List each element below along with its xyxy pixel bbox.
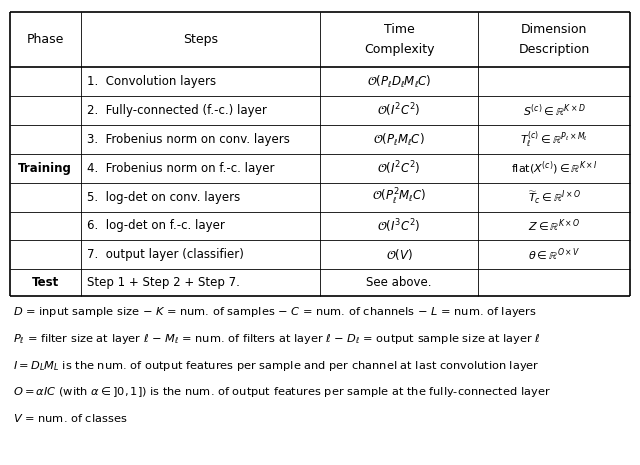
Text: $\mathcal{O}(P_\ell M_\ell C)$: $\mathcal{O}(P_\ell M_\ell C)$ xyxy=(373,132,425,147)
Text: $\mathcal{O}(P_\ell D_\ell M_\ell C)$: $\mathcal{O}(P_\ell D_\ell M_\ell C)$ xyxy=(367,74,431,90)
Text: $\mathcal{O}(V)$: $\mathcal{O}(V)$ xyxy=(386,247,413,262)
Text: Phase: Phase xyxy=(27,33,64,46)
Text: 3.  Frobenius norm on conv. layers: 3. Frobenius norm on conv. layers xyxy=(88,133,291,146)
Text: 6.  log-det on f.-c. layer: 6. log-det on f.-c. layer xyxy=(88,219,225,232)
Text: 1.  Convolution layers: 1. Convolution layers xyxy=(88,75,216,88)
Text: $T_\ell^{(c)} \in \mathbb{R}^{P_\ell \times M_\ell}$: $T_\ell^{(c)} \in \mathbb{R}^{P_\ell \ti… xyxy=(520,129,588,150)
Text: $Z \in \mathbb{R}^{K \times O}$: $Z \in \mathbb{R}^{K \times O}$ xyxy=(528,218,580,234)
Text: 7.  output layer (classifier): 7. output layer (classifier) xyxy=(88,248,244,261)
Text: $S^{(c)} \in \mathbb{R}^{K \times D}$: $S^{(c)} \in \mathbb{R}^{K \times D}$ xyxy=(523,102,586,119)
Text: $\mathcal{O}(I^2C^2)$: $\mathcal{O}(I^2C^2)$ xyxy=(378,159,421,177)
Text: Step 1 + Step 2 + Step 7.: Step 1 + Step 2 + Step 7. xyxy=(88,276,240,289)
Text: Complexity: Complexity xyxy=(364,43,435,56)
Text: 4.  Frobenius norm on f.-c. layer: 4. Frobenius norm on f.-c. layer xyxy=(88,162,275,175)
Text: See above.: See above. xyxy=(367,276,432,289)
Text: Dimension: Dimension xyxy=(521,23,588,36)
Text: Time: Time xyxy=(384,23,415,36)
Text: $I = D_L M_L$ is the num. of output features per sample and per channel at last : $I = D_L M_L$ is the num. of output feat… xyxy=(13,359,540,372)
Text: $\mathcal{O}(I^3C^2)$: $\mathcal{O}(I^3C^2)$ xyxy=(378,217,421,235)
Text: 5.  log-det on conv. layers: 5. log-det on conv. layers xyxy=(88,191,241,204)
Text: $D$ = input sample size $-$ $K$ = num. of samples $-$ $C$ = num. of channels $-$: $D$ = input sample size $-$ $K$ = num. o… xyxy=(13,305,536,319)
Text: $V$ = num. of classes: $V$ = num. of classes xyxy=(13,412,127,425)
Text: $\theta \in \mathbb{R}^{O \times V}$: $\theta \in \mathbb{R}^{O \times V}$ xyxy=(528,246,580,263)
Text: Steps: Steps xyxy=(183,33,218,46)
Text: Description: Description xyxy=(519,43,590,56)
Text: Test: Test xyxy=(31,276,59,289)
Text: $O = \alpha IC$ (with $\alpha \in ]0, 1]$) is the num. of output features per sa: $O = \alpha IC$ (with $\alpha \in ]0, 1]… xyxy=(13,385,550,399)
Text: $\mathcal{O}(I^2C^2)$: $\mathcal{O}(I^2C^2)$ xyxy=(378,102,421,120)
Text: $\widetilde{T}_c \in \mathbb{R}^{I \times O}$: $\widetilde{T}_c \in \mathbb{R}^{I \time… xyxy=(527,188,581,206)
Text: Training: Training xyxy=(19,162,72,175)
Text: $\mathcal{O}(P_\ell^2 M_\ell C)$: $\mathcal{O}(P_\ell^2 M_\ell C)$ xyxy=(372,187,426,207)
Text: 2.  Fully-connected (f.-c.) layer: 2. Fully-connected (f.-c.) layer xyxy=(88,104,268,117)
Text: $P_\ell$ = filter size at layer $\ell$ $-$ $M_\ell$ = num. of filters at layer $: $P_\ell$ = filter size at layer $\ell$ $… xyxy=(13,332,541,345)
Text: $\mathrm{flat}(X^{(c)}) \in \mathbb{R}^{K \times I}$: $\mathrm{flat}(X^{(c)}) \in \mathbb{R}^{… xyxy=(511,159,598,177)
